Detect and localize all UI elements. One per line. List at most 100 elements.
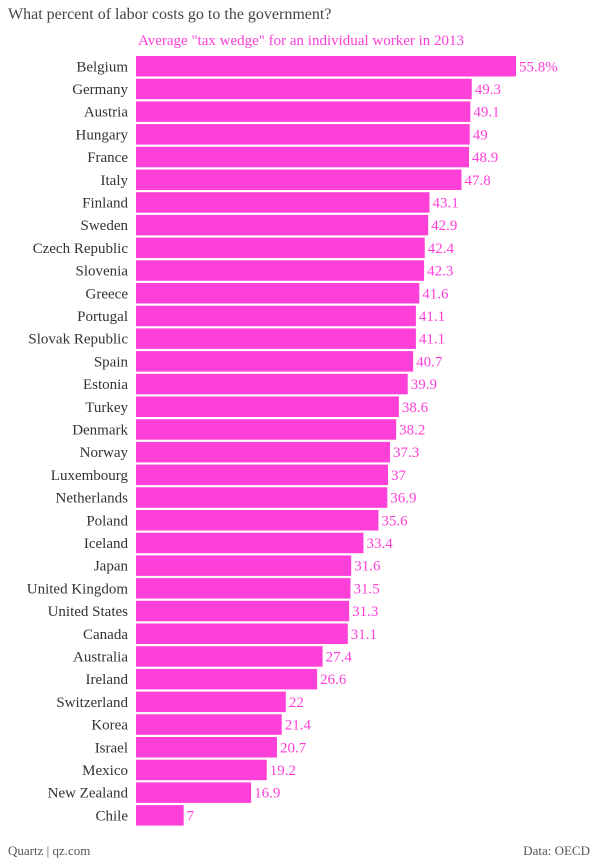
bar <box>136 192 430 213</box>
value-label: 22 <box>289 695 304 711</box>
category-label: Czech Republic <box>33 241 129 257</box>
bar <box>136 714 282 735</box>
value-label: 38.6 <box>402 400 429 416</box>
category-label: Spain <box>94 354 129 370</box>
bar <box>136 555 352 576</box>
bar <box>136 419 397 440</box>
value-label: 27.4 <box>326 649 353 665</box>
bar <box>136 623 348 644</box>
bar <box>136 805 184 826</box>
value-label: 26.6 <box>320 672 347 688</box>
value-label: 38.2 <box>399 422 425 438</box>
bar <box>136 782 252 803</box>
bar <box>136 260 425 281</box>
value-label: 39.9 <box>411 377 437 393</box>
bar <box>136 510 379 531</box>
category-label: Slovak Republic <box>28 332 128 348</box>
bar <box>136 668 318 690</box>
bar <box>136 737 277 758</box>
bar <box>136 691 286 713</box>
bar <box>136 532 364 554</box>
source-credit: Quartz | qz.com <box>8 843 91 858</box>
value-label: 40.7 <box>416 354 443 370</box>
bar <box>136 464 388 486</box>
bar <box>136 214 429 236</box>
value-label: 7 <box>187 808 195 824</box>
category-label: Slovenia <box>76 264 129 280</box>
value-label: 41.1 <box>419 309 445 325</box>
value-label: 41.6 <box>422 286 449 302</box>
value-label: 43.1 <box>433 195 459 211</box>
bar <box>136 487 388 508</box>
category-label: Mexico <box>82 763 128 779</box>
bar <box>136 600 350 622</box>
value-label: 31.6 <box>354 559 381 575</box>
category-label: Estonia <box>83 377 128 393</box>
category-label: Poland <box>86 513 128 529</box>
category-label: Canada <box>83 627 128 643</box>
category-label: Germany <box>72 82 128 98</box>
category-label: Turkey <box>85 400 128 416</box>
value-label: 47.8 <box>465 173 491 189</box>
category-label: Ireland <box>86 672 129 688</box>
bar <box>136 396 399 417</box>
value-label: 55.8% <box>519 59 558 75</box>
category-label: Belgium <box>76 59 128 75</box>
value-label: 49.3 <box>475 82 501 98</box>
bar <box>136 373 408 395</box>
category-label: Norway <box>80 445 129 461</box>
value-label: 31.3 <box>352 604 378 620</box>
value-label: 49 <box>473 127 488 143</box>
chart-subtitle: Average "tax wedge" for an individual wo… <box>138 33 465 49</box>
chart-title: What percent of labor costs go to the go… <box>8 6 332 23</box>
category-label: Chile <box>96 808 129 824</box>
value-label: 37 <box>391 468 407 484</box>
category-label: Japan <box>94 559 129 575</box>
category-label: Austria <box>84 105 129 121</box>
bar <box>136 328 416 349</box>
bar <box>136 441 391 463</box>
value-label: 16.9 <box>254 786 280 802</box>
category-label: Portugal <box>77 309 128 325</box>
bar <box>136 578 351 599</box>
value-label: 31.1 <box>351 627 377 643</box>
category-label: Australia <box>73 649 128 665</box>
data-source: Data: OECD <box>523 843 590 858</box>
category-label: Netherlands <box>56 491 129 507</box>
value-label: 19.2 <box>270 763 296 779</box>
bar <box>136 146 470 168</box>
bar <box>136 124 470 145</box>
category-label: United States <box>48 604 129 620</box>
category-label: Denmark <box>72 422 128 438</box>
bar <box>136 283 420 304</box>
bar <box>136 169 462 190</box>
value-label: 41.1 <box>419 332 445 348</box>
value-label: 42.3 <box>427 264 453 280</box>
category-label: New Zealand <box>48 786 129 802</box>
value-label: 48.9 <box>472 150 498 166</box>
bar <box>136 351 414 372</box>
value-label: 31.5 <box>354 581 380 597</box>
bar <box>136 101 471 122</box>
category-label: Sweden <box>81 218 129 234</box>
bar <box>136 78 472 100</box>
category-label: Greece <box>86 286 129 302</box>
value-label: 49.1 <box>473 105 499 121</box>
value-label: 33.4 <box>366 536 393 552</box>
category-label: Finland <box>82 195 128 211</box>
value-label: 21.4 <box>285 718 312 734</box>
category-label: Israel <box>95 740 128 756</box>
category-label: Hungary <box>76 127 129 143</box>
category-label: Korea <box>91 718 128 734</box>
bar <box>136 56 516 77</box>
value-label: 37.3 <box>393 445 419 461</box>
category-label: France <box>87 150 128 166</box>
category-label: Iceland <box>84 536 129 552</box>
value-label: 36.9 <box>390 491 416 507</box>
value-label: 42.9 <box>431 218 457 234</box>
value-label: 20.7 <box>280 740 307 756</box>
bar <box>136 305 416 327</box>
bar <box>136 237 425 259</box>
category-label: United Kingdom <box>27 581 129 597</box>
